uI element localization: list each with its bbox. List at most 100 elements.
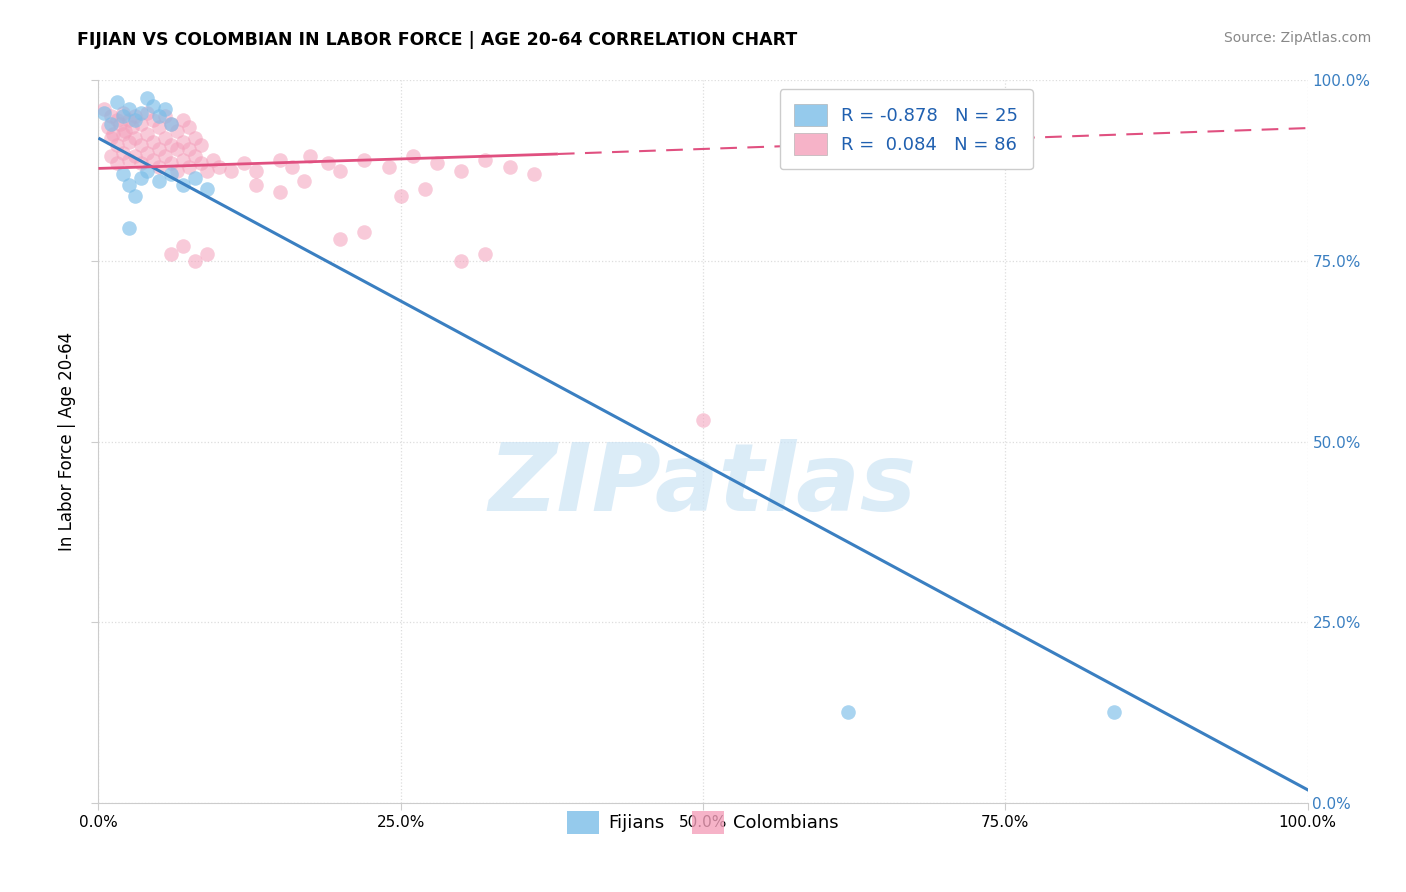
Point bbox=[148, 110, 170, 124]
Point bbox=[135, 91, 157, 105]
Point bbox=[474, 246, 496, 260]
Point bbox=[100, 131, 122, 145]
Point bbox=[118, 113, 141, 128]
Point bbox=[129, 138, 152, 153]
Point bbox=[292, 174, 315, 188]
Point bbox=[329, 163, 352, 178]
Point bbox=[105, 138, 128, 153]
Point bbox=[160, 117, 183, 131]
Point bbox=[114, 124, 136, 138]
Point bbox=[111, 128, 134, 142]
Point bbox=[135, 145, 157, 160]
Point bbox=[837, 706, 859, 720]
Point bbox=[142, 153, 165, 167]
Point bbox=[111, 167, 134, 181]
Point bbox=[389, 189, 412, 203]
Point bbox=[166, 142, 188, 156]
Point bbox=[172, 113, 194, 128]
Point bbox=[184, 131, 207, 145]
Point bbox=[129, 117, 152, 131]
Point bbox=[160, 246, 183, 260]
Point bbox=[1102, 706, 1125, 720]
Point bbox=[121, 120, 143, 135]
Point bbox=[190, 156, 212, 170]
Point bbox=[195, 182, 218, 196]
Point bbox=[450, 253, 472, 268]
Point bbox=[142, 113, 165, 128]
Point bbox=[299, 149, 322, 163]
Point bbox=[153, 131, 176, 145]
Point bbox=[100, 117, 122, 131]
Point bbox=[111, 105, 134, 120]
Point bbox=[135, 105, 157, 120]
Point bbox=[353, 153, 375, 167]
Point bbox=[129, 156, 152, 170]
Point bbox=[118, 135, 141, 149]
Point bbox=[474, 153, 496, 167]
Point bbox=[523, 167, 546, 181]
Point bbox=[135, 128, 157, 142]
Point bbox=[377, 160, 399, 174]
Point bbox=[124, 189, 146, 203]
Point bbox=[184, 170, 207, 185]
Point bbox=[142, 135, 165, 149]
Y-axis label: In Labor Force | Age 20-64: In Labor Force | Age 20-64 bbox=[58, 332, 76, 551]
Point bbox=[148, 120, 170, 135]
Point bbox=[353, 225, 375, 239]
Point bbox=[142, 98, 165, 112]
Point bbox=[124, 110, 146, 124]
Point bbox=[148, 174, 170, 188]
Point bbox=[450, 163, 472, 178]
Point bbox=[124, 149, 146, 163]
Point bbox=[281, 160, 304, 174]
Point bbox=[184, 149, 207, 163]
Point bbox=[166, 163, 188, 178]
Point bbox=[135, 163, 157, 178]
Point bbox=[111, 110, 134, 124]
Point bbox=[160, 117, 183, 131]
Point bbox=[100, 149, 122, 163]
Point bbox=[245, 163, 267, 178]
Point bbox=[129, 105, 152, 120]
Point bbox=[202, 153, 225, 167]
Point bbox=[166, 124, 188, 138]
Point bbox=[93, 105, 115, 120]
Point bbox=[172, 135, 194, 149]
Point bbox=[153, 149, 176, 163]
Point bbox=[97, 120, 120, 135]
Point bbox=[148, 160, 170, 174]
Point bbox=[269, 186, 291, 200]
Point bbox=[118, 153, 141, 167]
Point bbox=[160, 167, 183, 181]
Point bbox=[118, 102, 141, 116]
Point bbox=[245, 178, 267, 192]
Point bbox=[402, 149, 425, 163]
Point bbox=[105, 156, 128, 170]
Point bbox=[498, 160, 520, 174]
Point bbox=[221, 163, 243, 178]
Point bbox=[129, 170, 152, 185]
Point bbox=[184, 253, 207, 268]
Point bbox=[190, 138, 212, 153]
Point bbox=[101, 128, 124, 142]
Point bbox=[179, 142, 201, 156]
Point bbox=[232, 156, 254, 170]
Point bbox=[153, 102, 176, 116]
Point bbox=[172, 153, 194, 167]
Point bbox=[111, 145, 134, 160]
Point bbox=[160, 138, 183, 153]
Point bbox=[329, 232, 352, 246]
Legend: Fijians, Colombians: Fijians, Colombians bbox=[560, 805, 846, 841]
Text: Source: ZipAtlas.com: Source: ZipAtlas.com bbox=[1223, 31, 1371, 45]
Point bbox=[148, 142, 170, 156]
Text: ZIPatlas: ZIPatlas bbox=[489, 439, 917, 531]
Point bbox=[195, 163, 218, 178]
Point bbox=[118, 178, 141, 192]
Point bbox=[160, 156, 183, 170]
Point bbox=[118, 221, 141, 235]
Point bbox=[208, 160, 231, 174]
Text: FIJIAN VS COLOMBIAN IN LABOR FORCE | AGE 20-64 CORRELATION CHART: FIJIAN VS COLOMBIAN IN LABOR FORCE | AGE… bbox=[77, 31, 797, 49]
Point bbox=[179, 160, 201, 174]
Point bbox=[93, 102, 115, 116]
Point bbox=[124, 131, 146, 145]
